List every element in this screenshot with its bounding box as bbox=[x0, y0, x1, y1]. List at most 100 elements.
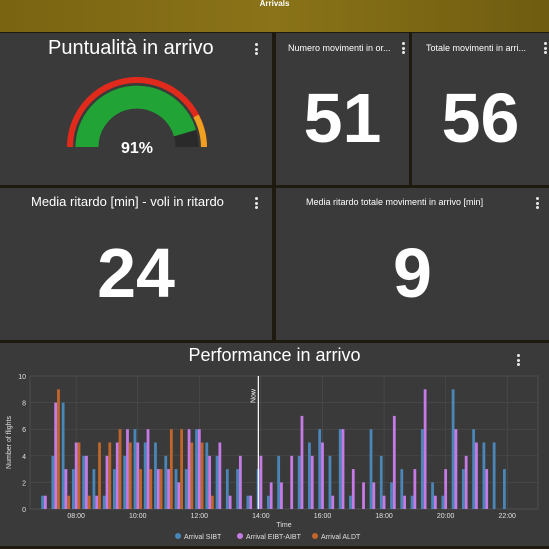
ordered-movements-value: 51 bbox=[303, 79, 382, 157]
bar bbox=[211, 495, 214, 509]
y-tick-label: 4 bbox=[22, 454, 26, 461]
bar bbox=[82, 455, 86, 509]
bar bbox=[236, 469, 239, 509]
bar bbox=[77, 442, 81, 509]
y-tick-label: 2 bbox=[22, 480, 26, 487]
total-delay-panel: Media ritardo totale movimenti in arrivo… bbox=[276, 188, 549, 340]
punctuality-gauge bbox=[67, 77, 207, 148]
bar bbox=[136, 442, 140, 509]
bar bbox=[410, 495, 414, 509]
bar bbox=[349, 495, 352, 509]
bar bbox=[266, 495, 270, 509]
bar bbox=[143, 442, 147, 509]
bar bbox=[259, 455, 263, 509]
bar bbox=[310, 455, 314, 509]
bar bbox=[290, 455, 294, 509]
legend-label: Arrival SIBT bbox=[184, 534, 222, 541]
total-delay-menu-icon[interactable] bbox=[536, 197, 539, 211]
bar bbox=[164, 455, 168, 509]
x-tick-label: 18:00 bbox=[375, 513, 393, 520]
performance-menu-icon[interactable] bbox=[517, 354, 520, 368]
bar bbox=[225, 469, 229, 509]
bar bbox=[87, 495, 91, 509]
y-tick-label: 8 bbox=[22, 401, 26, 408]
bar bbox=[277, 455, 281, 509]
bar bbox=[154, 442, 157, 509]
total-movements-value: 56 bbox=[441, 79, 520, 157]
bar bbox=[105, 455, 109, 509]
bar bbox=[379, 455, 383, 509]
bar bbox=[149, 469, 153, 509]
bar bbox=[341, 429, 345, 509]
ordered-movements-menu-icon[interactable] bbox=[402, 42, 405, 56]
ordered-movements-panel: Numero movimenti in or... 51 bbox=[276, 33, 409, 185]
y-tick-label: 0 bbox=[22, 507, 26, 514]
bar bbox=[57, 389, 60, 509]
bar bbox=[146, 429, 150, 509]
bar bbox=[433, 495, 437, 509]
bar bbox=[156, 469, 160, 509]
bar bbox=[139, 469, 142, 509]
late-delay-title: Media ritardo [min] - voli in ritardo bbox=[31, 194, 224, 209]
bar bbox=[71, 469, 75, 509]
dashboard-header: Arrivals bbox=[0, 0, 549, 32]
bar bbox=[451, 389, 455, 509]
bar bbox=[390, 482, 393, 509]
bar bbox=[118, 429, 122, 509]
dashboard-title: Arrivals bbox=[259, 0, 290, 8]
legend-swatch bbox=[175, 533, 181, 539]
gauge-value: 91% bbox=[120, 140, 154, 157]
y-axis-label: Number of flights bbox=[6, 416, 13, 469]
bar bbox=[413, 469, 417, 509]
x-tick-label: 16:00 bbox=[314, 513, 332, 520]
bar bbox=[444, 469, 448, 509]
bar bbox=[464, 455, 468, 509]
bar bbox=[269, 482, 273, 509]
bar bbox=[485, 469, 489, 509]
now-label: Now bbox=[250, 388, 257, 403]
bar bbox=[403, 495, 406, 509]
bar bbox=[197, 429, 201, 509]
bar bbox=[475, 442, 478, 509]
bar bbox=[300, 415, 304, 509]
bar bbox=[180, 429, 184, 509]
bar bbox=[318, 429, 322, 509]
performance-title: Performance in arrivo bbox=[188, 345, 361, 365]
bar bbox=[54, 402, 58, 509]
bar bbox=[454, 429, 458, 509]
bar bbox=[67, 495, 71, 509]
bar bbox=[43, 495, 47, 509]
bar bbox=[102, 495, 106, 509]
bar bbox=[492, 442, 496, 509]
bar bbox=[200, 442, 204, 509]
bar bbox=[297, 455, 301, 509]
gauge-panel-title: Puntualità in arrivo bbox=[48, 37, 214, 59]
bar bbox=[126, 429, 129, 509]
total-movements-title: Totale movimenti in arri... bbox=[426, 43, 527, 53]
performance-chart: 0 2 4 6 8 10 08:00 10:00 12:00 14:00 16:00 18:00 20:… bbox=[6, 374, 539, 541]
legend-label: Arrival ALDT bbox=[321, 534, 361, 541]
late-delay-menu-icon[interactable] bbox=[255, 197, 258, 211]
bar bbox=[228, 495, 232, 509]
bar bbox=[338, 429, 342, 509]
bar bbox=[328, 455, 332, 509]
gauge-panel-menu-icon[interactable] bbox=[255, 43, 258, 57]
bar bbox=[64, 469, 68, 509]
legend-swatch bbox=[312, 533, 318, 539]
bar bbox=[61, 402, 65, 509]
bar bbox=[420, 429, 424, 509]
bar bbox=[177, 482, 181, 509]
x-tick-label: 12:00 bbox=[191, 513, 209, 520]
bar bbox=[249, 495, 253, 509]
bar bbox=[133, 429, 137, 509]
y-tick-label: 6 bbox=[22, 427, 26, 434]
gauge-panel: Puntualità in arrivo 91% bbox=[0, 33, 272, 185]
bar bbox=[362, 482, 365, 509]
x-tick-label: 08:00 bbox=[67, 513, 85, 520]
bar bbox=[51, 455, 55, 509]
bar bbox=[113, 469, 116, 509]
bar bbox=[195, 429, 198, 509]
bar bbox=[441, 495, 445, 509]
bar bbox=[392, 415, 396, 509]
total-movements-menu-icon[interactable] bbox=[544, 42, 547, 56]
